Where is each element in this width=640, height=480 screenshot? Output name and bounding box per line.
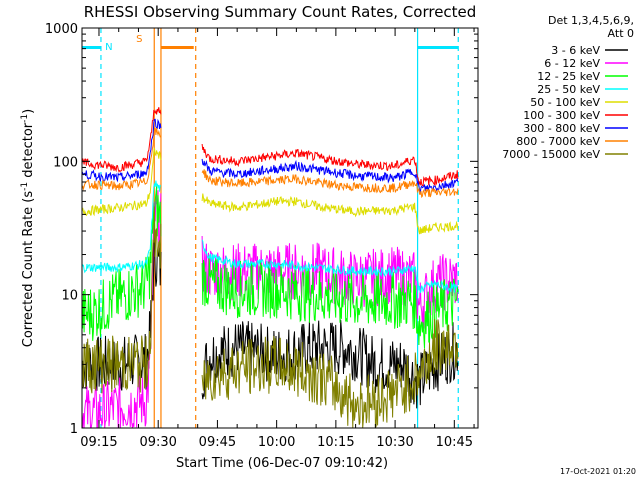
y-axis-label: Corrected Count Rate (s-1 detector-1) [20,109,36,347]
y-tick-label: 1000 [45,22,78,37]
series-layer [81,107,459,429]
legend-header-1: Det 1,3,4,5,6,9, [548,14,634,27]
x-tick-label: 10:00 [258,435,295,450]
legend-label: 800 - 7000 keV [516,135,600,148]
legend-label: 6 - 12 keV [544,57,600,70]
legend-label: 3 - 6 keV [551,44,600,57]
chart-title: RHESSI Observing Summary Count Rates, Co… [84,3,477,21]
legend-label: 7000 - 15000 keV [502,148,600,161]
axes [81,27,479,429]
flag-bar [82,46,101,49]
series-line [81,107,459,187]
flag-label: S [136,34,142,45]
legend-label: 100 - 300 keV [523,109,600,122]
series-line [81,206,459,429]
flag-bars: NS [82,34,459,53]
flag-bar [417,46,459,49]
y-axis-label-part3: ) [21,109,36,114]
series-line [81,118,459,193]
y-axis-label-sup2: -1 [20,114,30,123]
y-axis-label-part1: Corrected Count Rate (s [21,191,36,348]
x-tick-labels: 09:15 09:30 09:45 10:00 10:15 10:30 10:45 [80,435,473,450]
legend-label: 50 - 100 keV [530,96,600,109]
legend-header-2: Att 0 [608,27,634,40]
x-tick-label: 10:45 [436,435,473,450]
x-tick-label: 09:45 [199,435,236,450]
series-line [81,180,458,293]
plot-frame [81,27,479,429]
y-tick-label: 1 [70,422,78,437]
x-tick-label: 10:30 [376,435,413,450]
legend-label: 300 - 800 keV [523,122,600,135]
legend-label: 12 - 25 keV [537,70,600,83]
x-tick-label: 09:30 [139,435,176,450]
y-tick-label: 10 [61,289,78,304]
x-tick-label: 09:15 [80,435,117,450]
legend-label: 25 - 50 keV [537,83,600,96]
flag-bar [160,46,194,49]
series-line [81,147,459,235]
footer-timestamp: 17-Oct-2021 01:20 [560,467,636,476]
y-tick-label: 100 [53,155,78,170]
series-line [81,186,459,349]
y-axis-label-part2: detector [21,122,36,182]
y-tick-labels: 1 10 100 1000 [45,22,78,437]
x-tick-label: 10:15 [317,435,354,450]
x-axis-label: Start Time (06-Dec-07 09:10:42) [176,456,388,471]
y-axis-label-sup1: -1 [20,182,30,191]
flag-label: N [105,42,112,53]
series-line [81,127,459,199]
